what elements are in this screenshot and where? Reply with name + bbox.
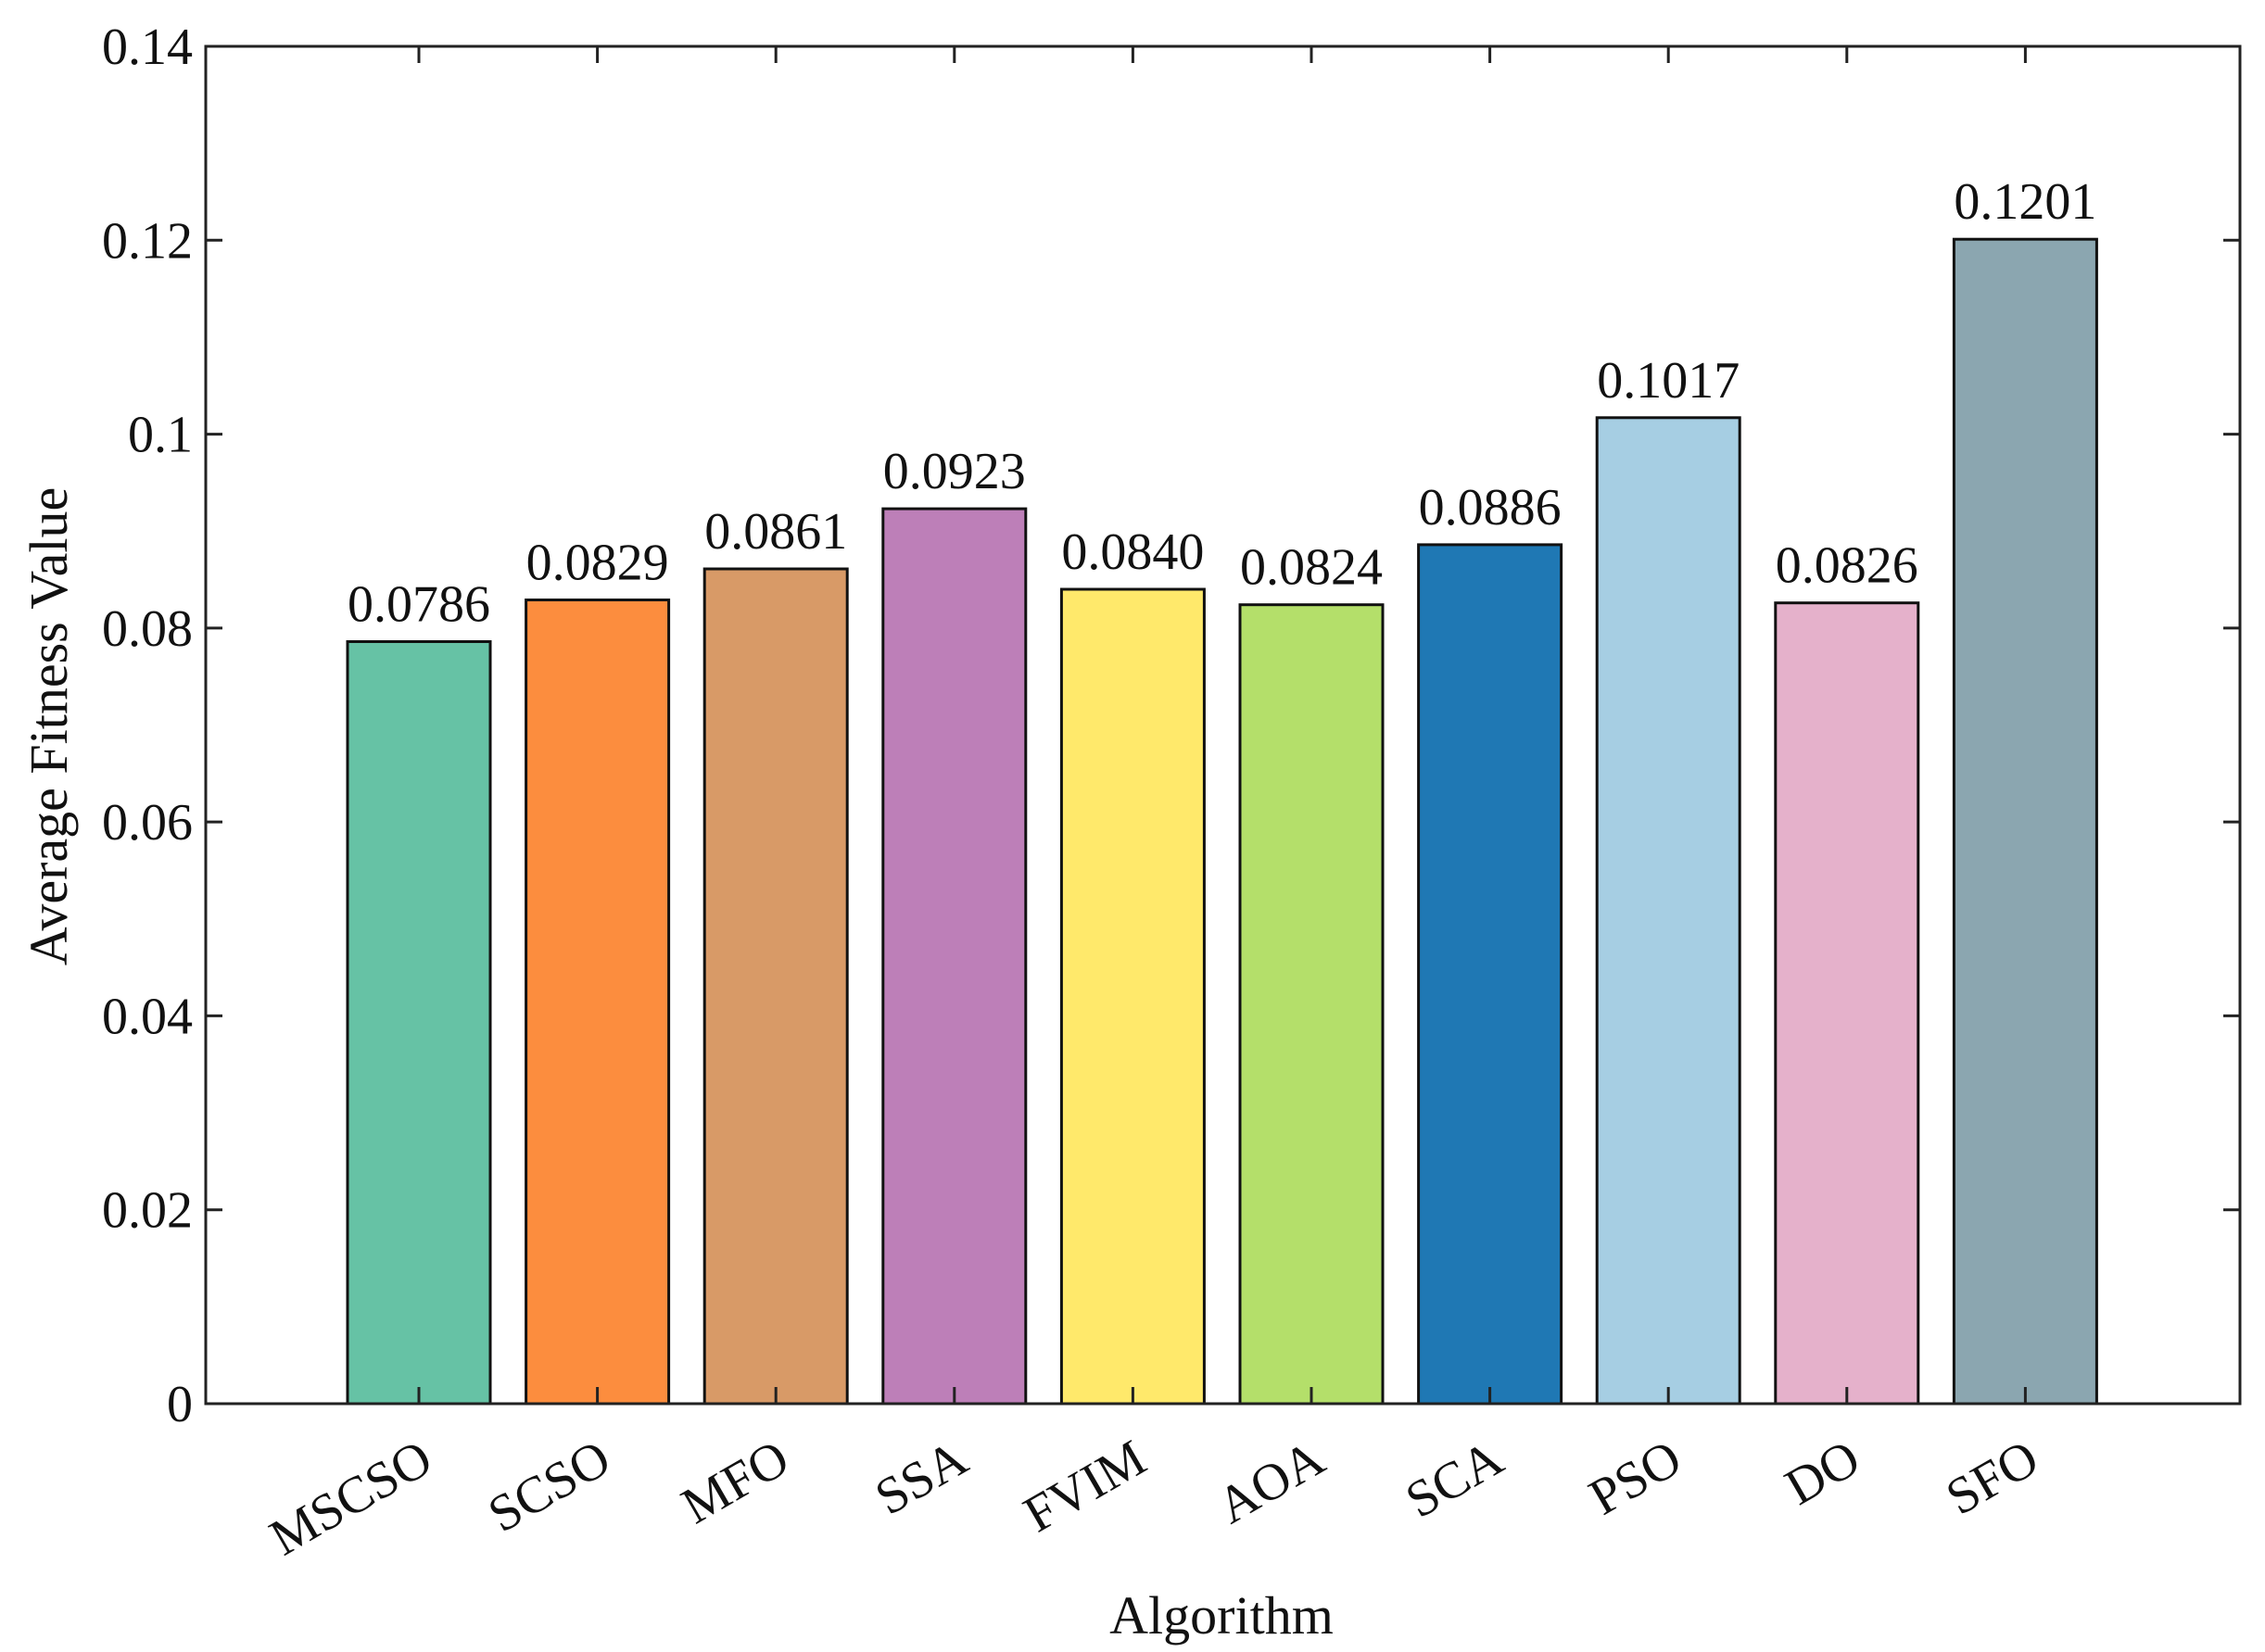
y-tick-label: 0.08: [102, 600, 193, 658]
x-tick-label-sfo: SFO: [1937, 1430, 2048, 1527]
data-label-sca: 0.0886: [1419, 479, 1562, 536]
y-tick-label: 0.12: [102, 212, 193, 270]
plot-frame: [204, 44, 2242, 1406]
bar-pso: [1595, 416, 1741, 1406]
y-tick-label: 0.14: [102, 19, 193, 76]
bar-sca: [1417, 543, 1563, 1406]
data-label-ssa: 0.0923: [883, 443, 1026, 500]
y-tick-label: 0: [167, 1376, 193, 1433]
x-tick-label-sca: SCA: [1397, 1429, 1513, 1529]
x-axis-label: Algorithm: [1109, 1585, 1334, 1646]
data-label-do: 0.0826: [1776, 537, 1918, 595]
y-axis-label: Average Fitness Value: [19, 487, 79, 966]
bar-mscso: [346, 640, 492, 1406]
bars-layer: [346, 237, 2098, 1406]
data-label-mfo: 0.0861: [704, 503, 847, 561]
x-tick-label-aoa: AOA: [1208, 1429, 1335, 1535]
x-tick-label-mscso: MSCSO: [260, 1430, 441, 1568]
x-tick-label-mfo: MFO: [673, 1430, 799, 1535]
y-tick-label: 0.1: [128, 407, 193, 464]
bar-ssa: [881, 507, 1028, 1406]
data-label-pso: 0.1017: [1597, 352, 1740, 410]
data-label-mscso: 0.0786: [348, 576, 490, 634]
y-tick-label: 0.04: [102, 988, 193, 1045]
y-tick-label: 0.02: [102, 1182, 193, 1240]
bar-fvim: [1059, 587, 1206, 1406]
data-label-fvim: 0.0840: [1061, 523, 1204, 581]
data-labels-layer: 0.0786 0.0829 0.0861 0.0923 0.0840 0.0824 0.08…: [348, 173, 2096, 633]
data-label-sfo: 0.1201: [1954, 173, 2096, 231]
data-label-aoa: 0.0824: [1240, 539, 1383, 597]
y-tick-label: 0.06: [102, 794, 193, 851]
bar-sfo: [1952, 237, 2098, 1406]
bar-aoa: [1238, 603, 1385, 1406]
x-tick-label-pso: PSO: [1580, 1430, 1691, 1527]
x-tick-label-do: DO: [1776, 1430, 1869, 1517]
bar-scso: [525, 599, 671, 1406]
x-tick-label-ssa: SSA: [866, 1429, 977, 1526]
x-tick-label-scso: SCSO: [479, 1430, 620, 1545]
bar-mfo: [702, 567, 849, 1406]
x-tick-label-fvim: FVIM: [1015, 1430, 1156, 1545]
data-label-scso: 0.0829: [526, 535, 669, 592]
bar-do: [1774, 601, 1920, 1406]
